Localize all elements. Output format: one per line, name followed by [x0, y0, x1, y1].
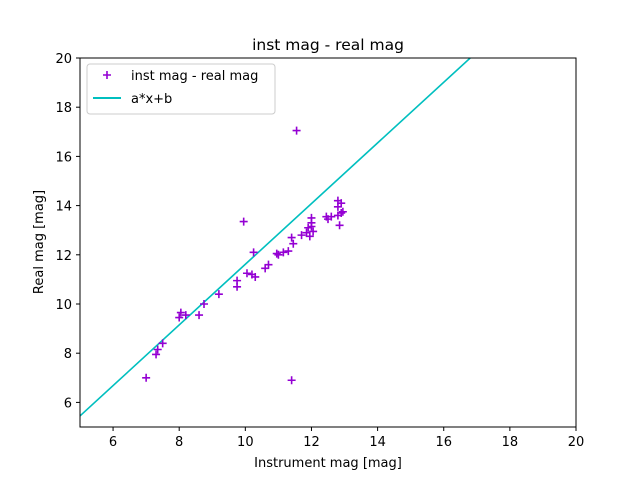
line-layer	[80, 58, 471, 417]
data-point	[279, 248, 288, 257]
data-point	[214, 290, 223, 299]
data-point	[289, 239, 298, 248]
data-point	[305, 232, 314, 241]
y-axis-label: Real mag [mag]	[32, 190, 47, 294]
data-point	[307, 222, 316, 231]
data-point	[287, 233, 296, 242]
data-point	[297, 231, 306, 240]
data-point	[264, 260, 273, 269]
x-tick-label: 6	[109, 435, 117, 450]
data-point	[142, 373, 151, 382]
legend-label-line: a*x+b	[131, 92, 172, 107]
data-point	[292, 126, 301, 135]
y-axis: 6 8 10 12 14 16 18 20	[55, 52, 80, 411]
data-point	[239, 217, 248, 226]
x-tick-label: 12	[303, 435, 320, 450]
data-point	[249, 248, 258, 257]
data-point	[251, 272, 260, 281]
data-point	[287, 376, 296, 385]
x-tick-label: 14	[369, 435, 386, 450]
data-point	[337, 199, 346, 208]
y-tick-label: 10	[55, 298, 72, 313]
data-point	[242, 269, 251, 278]
legend: inst mag - real mag a*x+b	[86, 63, 276, 115]
legend-marker-scatter	[103, 71, 111, 79]
data-point	[175, 313, 184, 322]
plot-frame	[79, 57, 577, 428]
x-tick-label: 18	[502, 435, 519, 450]
data-point	[337, 208, 346, 217]
y-tick-label: 16	[55, 150, 72, 165]
data-point	[195, 311, 204, 320]
point-layer	[142, 126, 347, 385]
y-tick-label: 6	[64, 396, 72, 411]
data-point	[200, 300, 208, 308]
data-point	[152, 350, 161, 359]
legend-label-scatter: inst mag - real mag	[131, 69, 258, 84]
data-point	[233, 276, 242, 285]
data-point	[153, 345, 162, 354]
data-point	[307, 213, 316, 222]
fit-line	[80, 58, 471, 417]
x-tick-label: 10	[237, 435, 254, 450]
data-point	[274, 250, 283, 259]
x-axis: 6 8 10 12 14 16 18 20	[109, 427, 584, 450]
x-tick-label: 8	[175, 435, 183, 450]
chart-title: inst mag - real mag	[252, 36, 404, 54]
y-tick-label: 14	[55, 200, 72, 215]
y-tick-label: 20	[55, 52, 72, 67]
data-point	[158, 339, 167, 348]
y-tick-label: 8	[64, 347, 72, 362]
x-axis-label: Instrument mag [mag]	[254, 456, 402, 471]
data-point	[284, 247, 293, 256]
data-point	[181, 311, 190, 320]
y-tick-label: 12	[55, 249, 72, 264]
legend-box	[86, 63, 276, 115]
y-tick-label: 18	[55, 101, 72, 116]
x-tick-label: 20	[568, 435, 585, 450]
data-point	[176, 308, 185, 317]
data-point	[309, 227, 318, 236]
data-point	[335, 221, 344, 230]
x-tick-label: 16	[435, 435, 452, 450]
data-point	[327, 212, 336, 221]
data-point	[338, 207, 347, 216]
data-point	[272, 249, 281, 258]
